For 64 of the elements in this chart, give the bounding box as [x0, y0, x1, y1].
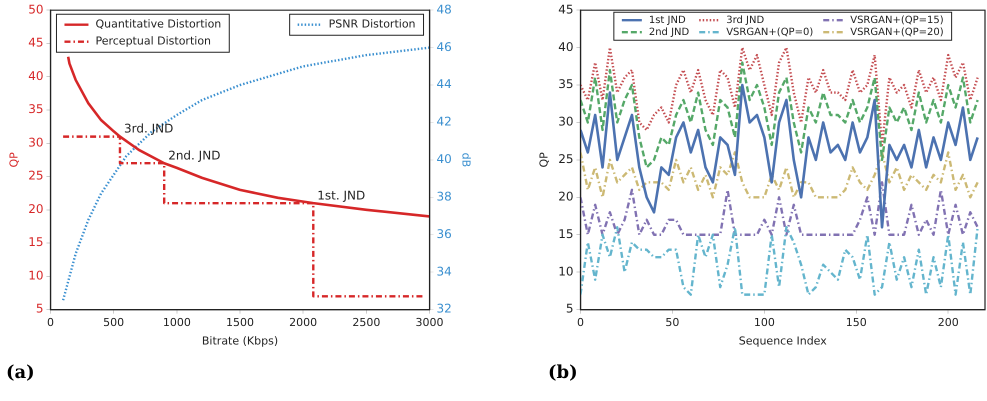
- x-tick-label: 200: [938, 316, 959, 330]
- y2-tick-label: 34: [436, 264, 452, 278]
- legend-label: PSNR Distortion: [328, 18, 416, 31]
- x-tick-label: 1500: [226, 316, 254, 330]
- legend-label: VSRGAN+(QP=15): [850, 14, 944, 26]
- y-tick-label: 15: [28, 235, 44, 250]
- line-series: [580, 151, 979, 199]
- annotation: 1st. JND: [317, 188, 366, 202]
- y-tick-label: 40: [558, 40, 574, 54]
- legend-label: 3rd JND: [726, 14, 764, 26]
- y2-tick-label: 36: [436, 226, 452, 241]
- y2-tick-label: 48: [436, 2, 452, 16]
- y-tick-label: 40: [28, 68, 44, 83]
- y-tick-label: 35: [28, 102, 44, 116]
- x-tick-label: 2500: [352, 316, 380, 330]
- x-tick-label: 1000: [162, 316, 191, 330]
- x-tick-label: 0: [46, 316, 54, 330]
- y-axis-title: QP: [7, 152, 20, 168]
- x-tick-label: 500: [103, 316, 124, 330]
- y-axis-title: QP: [537, 152, 550, 168]
- y2-axis-title: dB: [460, 152, 473, 168]
- legend-label: 1st JND: [648, 14, 686, 26]
- x-tick-label: 2000: [289, 316, 318, 330]
- y2-tick-label: 32: [436, 302, 452, 316]
- x-axis-title: Sequence Index: [738, 334, 828, 348]
- y-tick-label: 5: [566, 302, 574, 316]
- y-tick-label: 15: [558, 226, 574, 241]
- legend-label: VSRGAN+(QP=0): [726, 26, 814, 38]
- y-tick-label: 30: [558, 114, 574, 129]
- x-tick-label: 3000: [416, 316, 444, 330]
- line-series: [62, 46, 430, 302]
- text: (a): [6, 362, 35, 383]
- legend-label: 2nd JND: [648, 26, 690, 38]
- line-series: [580, 181, 979, 236]
- y2-tick-label: 42: [436, 114, 452, 129]
- y-tick-label: 35: [558, 77, 574, 92]
- x-tick-label: 50: [665, 316, 680, 330]
- legend-label: Perceptual Distortion: [95, 34, 212, 48]
- y-tick-label: 45: [28, 36, 44, 50]
- y-tick-label: 25: [558, 152, 574, 166]
- y-tick-label: 20: [558, 189, 574, 204]
- y2-tick-label: 44: [436, 77, 452, 92]
- y2-tick-label: 38: [436, 189, 452, 204]
- x-tick-label: 150: [846, 316, 867, 330]
- line-series: [580, 46, 979, 146]
- legend-label: VSRGAN+(QP=20): [850, 26, 944, 38]
- y-tick-label: 25: [28, 168, 44, 183]
- x-axis-title: Bitrate (Kbps): [202, 334, 278, 348]
- line-series: [580, 61, 979, 169]
- y-tick-label: 5: [36, 302, 44, 316]
- y-tick-label: 20: [28, 202, 44, 216]
- y2-tick-label: 40: [436, 152, 452, 166]
- y-tick-label: 50: [28, 2, 44, 16]
- x-tick-label: 0: [576, 316, 584, 330]
- legend-label: Quantitative Distortion: [95, 18, 222, 31]
- line-series: [580, 226, 979, 296]
- annotation: 2nd. JND: [168, 148, 220, 162]
- y-tick-label: 30: [28, 135, 44, 150]
- y-tick-label: 10: [28, 268, 44, 282]
- y-tick-label: 45: [558, 2, 574, 16]
- text: (b): [548, 362, 578, 383]
- x-tick-label: 100: [754, 316, 775, 330]
- y-tick-label: 10: [558, 264, 574, 278]
- y2-tick-label: 46: [436, 40, 452, 54]
